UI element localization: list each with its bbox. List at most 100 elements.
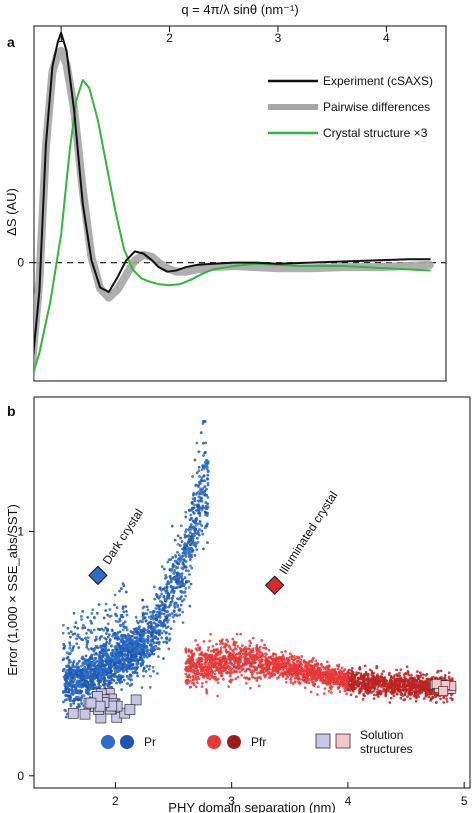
pr-point: [198, 511, 202, 515]
pr-point: [106, 672, 109, 676]
pfr-point: [327, 689, 331, 693]
pfr-point: [207, 646, 210, 649]
pr-point: [121, 634, 125, 638]
pfr-point: [249, 654, 253, 658]
pfr-point: [402, 673, 406, 676]
pfr-point: [326, 676, 330, 680]
pr-point: [69, 630, 73, 634]
pr-point: [108, 642, 111, 645]
pr-point: [98, 637, 102, 641]
pr-point: [73, 625, 77, 629]
pfr-point: [293, 671, 296, 675]
pr-point: [146, 636, 150, 640]
pfr-point: [278, 664, 281, 668]
pr-point: [106, 629, 109, 633]
pfr-point: [425, 678, 429, 681]
pr-point: [145, 605, 149, 609]
pr-point: [172, 589, 176, 593]
pr-point: [102, 616, 106, 620]
pfr-point: [296, 663, 300, 667]
pr-point: [184, 594, 187, 598]
pfr-point: [363, 694, 366, 698]
pr-point: [90, 621, 94, 625]
pr-point: [189, 517, 193, 521]
pr-point: [121, 628, 125, 632]
pr-point: [165, 640, 168, 644]
pr-point: [72, 611, 76, 615]
pr-point: [128, 673, 132, 677]
pr-point: [115, 681, 118, 685]
pr-point: [99, 677, 103, 681]
pr-point: [108, 682, 112, 685]
pr-point: [197, 469, 201, 473]
pfr-point: [261, 663, 265, 666]
pfr-point: [280, 650, 284, 654]
legend-solution-label-line-1: Solution: [360, 728, 403, 742]
pr-point: [190, 549, 194, 553]
pr-point: [181, 561, 185, 564]
pr-point: [168, 575, 172, 579]
legend-label-1: Pairwise differences: [323, 100, 430, 114]
pfr-point: [197, 659, 201, 662]
pr-point: [91, 608, 95, 612]
pr-point: [197, 450, 201, 454]
pr-point: [206, 495, 210, 499]
pfr-point: [264, 647, 268, 651]
pr-point: [114, 619, 118, 623]
pr-point: [187, 528, 190, 532]
pr-point: [171, 587, 175, 591]
pr-point: [116, 635, 119, 639]
pfr-point: [371, 680, 375, 684]
pfr-point: [211, 658, 214, 662]
pr-point: [73, 668, 77, 672]
pr-point: [122, 584, 126, 588]
pr-point: [180, 599, 184, 603]
pr-point: [121, 605, 125, 609]
pr-point: [80, 637, 83, 641]
pr-point: [176, 597, 179, 601]
pfr-point: [237, 663, 240, 667]
pr-point: [68, 669, 72, 673]
pr-point: [97, 603, 101, 606]
pr-point: [203, 526, 207, 530]
pfr-point: [402, 698, 406, 702]
pfr-point: [280, 660, 284, 663]
pfr-point: [256, 675, 260, 679]
pfr-point: [327, 664, 331, 668]
pfr-point: [283, 670, 286, 674]
pfr-point: [211, 664, 215, 668]
pfr-point: [191, 675, 195, 679]
pr-point: [174, 555, 178, 559]
pr-point: [124, 605, 128, 608]
pfr-point: [221, 642, 225, 646]
top-tick-label-2: 2: [166, 31, 173, 45]
pfr-point: [418, 675, 422, 679]
pr-point: [206, 473, 210, 477]
pr-point: [68, 646, 72, 650]
pr-point: [63, 698, 67, 702]
pr-point: [203, 420, 207, 423]
pr-point: [111, 673, 115, 676]
solution-structure-square: [79, 708, 91, 720]
pr-point: [188, 604, 192, 608]
pfr-point: [338, 690, 342, 693]
pr-point: [192, 541, 196, 545]
pr-point: [93, 670, 97, 674]
pfr-point: [311, 667, 315, 670]
pfr-point: [422, 697, 426, 700]
pfr-point: [264, 674, 268, 677]
pr-point: [93, 673, 97, 676]
pfr-point: [332, 681, 336, 685]
pr-point: [85, 631, 88, 635]
pr-point: [83, 683, 87, 687]
pr-point: [63, 644, 67, 648]
pfr-point: [312, 682, 316, 686]
pr-point: [125, 675, 129, 678]
panel-a-frame: [33, 25, 447, 382]
pr-point: [197, 503, 201, 507]
pfr-point: [344, 681, 348, 684]
pfr-point: [249, 657, 253, 661]
pr-point: [82, 694, 86, 698]
pfr-point: [340, 666, 344, 670]
pr-point: [61, 658, 65, 662]
